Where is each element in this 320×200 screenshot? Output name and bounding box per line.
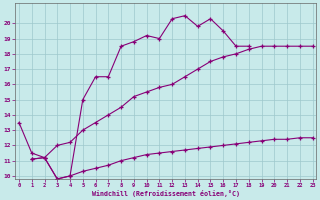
X-axis label: Windchill (Refroidissement éolien,°C): Windchill (Refroidissement éolien,°C)	[92, 190, 240, 197]
